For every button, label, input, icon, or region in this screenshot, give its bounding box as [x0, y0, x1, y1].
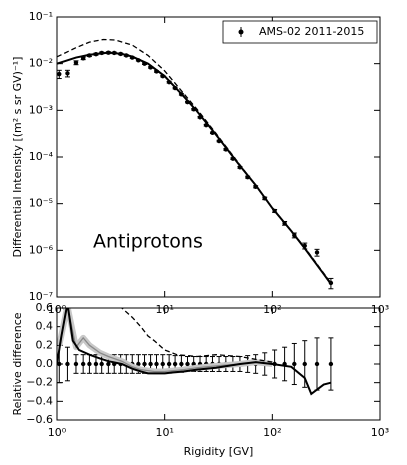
data-point: [314, 250, 320, 255]
y-tick-label: −0.4: [26, 394, 53, 407]
y-tick-label: 0.2: [36, 338, 54, 351]
data-point: [166, 361, 172, 367]
y-tick-label: 0.0: [36, 357, 54, 370]
legend-label: AMS-02 2011-2015: [259, 25, 364, 38]
data-point: [292, 361, 297, 367]
y-tick-label: −0.6: [26, 413, 53, 426]
plot-area: [57, 38, 334, 290]
y-axis-label: Relative difference: [11, 312, 24, 415]
data-point: [80, 361, 86, 367]
y-tick-label: −0.2: [26, 376, 53, 389]
y-tick-label: 10⁻⁶: [29, 243, 54, 256]
y-tick-label: 10⁻¹: [29, 10, 53, 23]
data-point: [314, 361, 320, 367]
plot-area: [57, 308, 334, 396]
model-line: [58, 308, 273, 373]
data-point: [185, 361, 190, 367]
data-point: [160, 361, 165, 367]
data-point: [65, 361, 70, 367]
axes-frame: [56, 307, 381, 421]
data-point: [302, 361, 307, 367]
model-line: [57, 308, 332, 396]
data-point: [148, 361, 153, 367]
data-point: [179, 361, 184, 367]
annotation: Antiprotons: [93, 231, 203, 253]
data-point: [73, 60, 79, 65]
data-point: [328, 361, 334, 367]
model-line: [57, 38, 332, 284]
data-point: [106, 361, 111, 367]
x-axis-label: Rigidity [GV]: [184, 445, 254, 458]
legend-box: [222, 20, 378, 44]
y-tick-label: 10⁻²: [29, 57, 53, 70]
data-point: [172, 361, 178, 367]
x-tick-label: 10⁰: [48, 426, 67, 439]
y-tick-label: 10⁻⁷: [29, 290, 53, 303]
legend-marker: [238, 29, 244, 35]
axes-frame: [56, 16, 381, 298]
data-point: [93, 361, 99, 367]
y-axis-label: Differential Intensity [(m² s sr GV)⁻¹]: [11, 57, 24, 258]
data-point: [65, 71, 70, 76]
data-point: [154, 361, 159, 367]
data-point: [73, 361, 79, 367]
y-tick-label: 0.4: [36, 320, 54, 333]
y-tick-label: 10⁻³: [29, 103, 53, 116]
x-tick-label: 10¹: [155, 426, 173, 439]
model-line: [120, 308, 273, 363]
y-tick-label: 10⁻⁵: [29, 197, 53, 210]
data-point: [57, 71, 62, 77]
y-tick-label: 0.6: [36, 301, 54, 314]
data-point: [87, 361, 92, 367]
x-tick-label: 10²: [263, 426, 281, 439]
data-point: [99, 361, 104, 367]
data-point: [136, 361, 141, 367]
x-tick-label: 10³: [371, 426, 389, 439]
data-point: [142, 361, 147, 367]
y-tick-label: 10⁻⁴: [29, 150, 54, 163]
